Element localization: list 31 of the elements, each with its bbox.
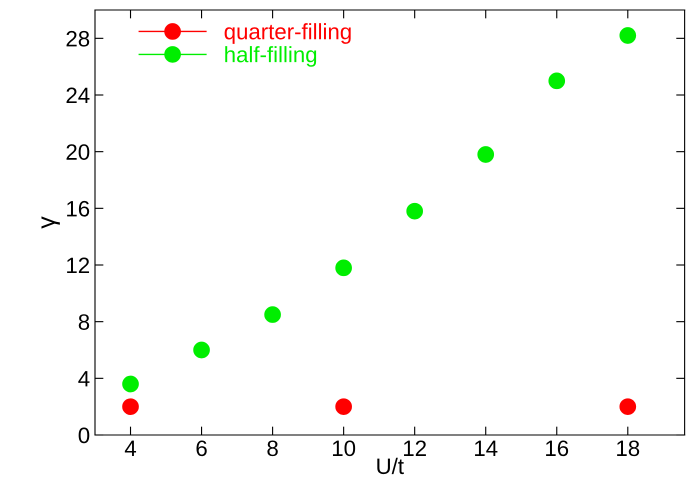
- point: [619, 398, 636, 415]
- y-tick-label: 24: [66, 88, 90, 104]
- x-tick-label: 14: [475, 440, 498, 456]
- y-tick-label: 12: [67, 258, 90, 274]
- x-tick-label: 18: [617, 440, 640, 456]
- point: [193, 342, 210, 358]
- point: [264, 306, 281, 323]
- y-tick-label: 8: [78, 314, 90, 330]
- point: [335, 260, 352, 276]
- point: [406, 202, 424, 220]
- x-axis-title: U/t: [377, 458, 404, 474]
- y-tick-label: 4: [78, 371, 90, 386]
- y-tick-label: 28: [66, 30, 90, 47]
- point: [619, 27, 636, 44]
- x-tick-label: 10: [332, 440, 356, 456]
- y-tick-label: 16: [67, 200, 90, 217]
- y-axis-title: γ: [41, 216, 60, 229]
- y-tick-label: 0: [78, 428, 90, 444]
- legend-label: half-filling: [225, 46, 316, 67]
- point: [477, 146, 494, 163]
- point: [122, 398, 139, 415]
- x-tick-label: 4: [124, 440, 136, 456]
- legend-label: quarter-filling: [224, 23, 351, 44]
- y-tick-label: 20: [66, 144, 90, 160]
- x-tick-label: 8: [267, 440, 278, 456]
- x-tick-label: 16: [546, 440, 568, 456]
- x-tick-label: 6: [196, 440, 207, 456]
- point: [122, 376, 139, 392]
- point: [335, 398, 352, 415]
- point: [548, 72, 566, 90]
- x-tick-label: 12: [404, 440, 426, 456]
